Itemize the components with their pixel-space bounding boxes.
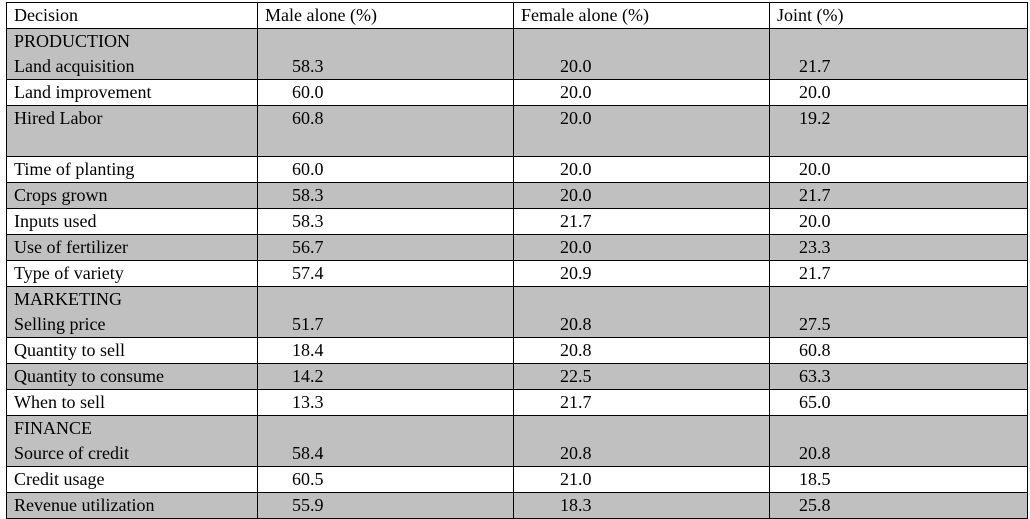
decision-label: Source of credit xyxy=(14,443,129,463)
male-cell: 18.4 xyxy=(257,337,514,364)
decision-cell: When to sell xyxy=(6,389,258,416)
joint-cell: 27.5 xyxy=(769,286,1028,338)
joint-cell: 63.3 xyxy=(769,363,1028,390)
header-male-alone: Male alone (%) xyxy=(257,2,514,29)
female-cell: 21.7 xyxy=(513,389,770,416)
male-cell: 60.0 xyxy=(257,156,514,183)
male-cell: 58.3 xyxy=(257,28,514,80)
decision-cell: Crops grown xyxy=(6,182,258,209)
decision-cell: Quantity to consume xyxy=(6,363,258,390)
joint-cell: 20.0 xyxy=(769,208,1028,235)
joint-cell: 20.0 xyxy=(769,79,1028,106)
female-cell: 20.0 xyxy=(513,156,770,183)
section-title-finance: FINANCE xyxy=(14,418,93,438)
decision-cell: FINANCE Source of credit xyxy=(6,415,258,467)
female-cell: 20.0 xyxy=(513,182,770,209)
joint-cell: 19.2 xyxy=(769,105,1028,157)
male-cell: 58.3 xyxy=(257,182,514,209)
joint-cell: 18.5 xyxy=(769,466,1028,493)
male-cell: 58.3 xyxy=(257,208,514,235)
female-cell: 20.8 xyxy=(513,286,770,338)
female-cell: 20.0 xyxy=(513,79,770,106)
decision-cell: PRODUCTION Land acquisition xyxy=(6,28,258,80)
table-row: When to sell 13.3 21.7 65.0 xyxy=(6,389,1028,416)
table-row: PRODUCTION Land acquisition 58.3 20.0 21… xyxy=(6,28,1028,80)
decision-table: Decision Male alone (%) Female alone (%)… xyxy=(6,2,1028,519)
joint-cell: 21.7 xyxy=(769,28,1028,80)
table-row: Credit usage 60.5 21.0 18.5 xyxy=(6,466,1028,493)
decision-cell: Inputs used xyxy=(6,208,258,235)
joint-cell: 65.0 xyxy=(769,389,1028,416)
female-cell: 20.9 xyxy=(513,260,770,287)
decision-cell: Use of fertilizer xyxy=(6,234,258,261)
joint-cell: 20.0 xyxy=(769,156,1028,183)
decision-cell: Land improvement xyxy=(6,79,258,106)
table-row: Quantity to sell 18.4 20.8 60.8 xyxy=(6,337,1028,364)
table-header-row: Decision Male alone (%) Female alone (%)… xyxy=(6,2,1028,29)
table-row: MARKETING Selling price 51.7 20.8 27.5 xyxy=(6,286,1028,338)
female-cell: 20.0 xyxy=(513,234,770,261)
female-cell: 20.8 xyxy=(513,337,770,364)
table-row: Type of variety 57.4 20.9 21.7 xyxy=(6,260,1028,287)
joint-cell: 20.8 xyxy=(769,415,1028,467)
table-row: Inputs used 58.3 21.7 20.0 xyxy=(6,208,1028,235)
male-cell: 57.4 xyxy=(257,260,514,287)
male-cell: 60.5 xyxy=(257,466,514,493)
male-cell: 60.8 xyxy=(257,105,514,157)
table-row: Use of fertilizer 56.7 20.0 23.3 xyxy=(6,234,1028,261)
decision-cell: Quantity to sell xyxy=(6,337,258,364)
male-cell: 14.2 xyxy=(257,363,514,390)
decision-cell: Type of variety xyxy=(6,260,258,287)
male-cell: 56.7 xyxy=(257,234,514,261)
decision-cell: Credit usage xyxy=(6,466,258,493)
female-cell: 22.5 xyxy=(513,363,770,390)
joint-cell: 60.8 xyxy=(769,337,1028,364)
table-row: Quantity to consume 14.2 22.5 63.3 xyxy=(6,363,1028,390)
decision-cell: Hired Labor xyxy=(6,105,258,157)
joint-cell: 21.7 xyxy=(769,182,1028,209)
table-row: Time of planting 60.0 20.0 20.0 xyxy=(6,156,1028,183)
section-title-production: PRODUCTION xyxy=(14,31,131,51)
female-cell: 21.7 xyxy=(513,208,770,235)
decision-label: Land acquisition xyxy=(14,56,135,76)
table-row: Land improvement 60.0 20.0 20.0 xyxy=(6,79,1028,106)
table-row: Hired Labor 60.8 20.0 19.2 xyxy=(6,105,1028,157)
header-female-alone: Female alone (%) xyxy=(513,2,770,29)
decision-cell: MARKETING Selling price xyxy=(6,286,258,338)
header-joint: Joint (%) xyxy=(769,2,1028,29)
female-cell: 20.0 xyxy=(513,105,770,157)
decision-label: Selling price xyxy=(14,314,106,334)
table-row: FINANCE Source of credit 58.4 20.8 20.8 xyxy=(6,415,1028,467)
decision-cell: Time of planting xyxy=(6,156,258,183)
female-cell: 20.8 xyxy=(513,415,770,467)
male-cell: 58.4 xyxy=(257,415,514,467)
section-title-marketing: MARKETING xyxy=(14,289,122,309)
table-row: Crops grown 58.3 20.0 21.7 xyxy=(6,182,1028,209)
header-decision: Decision xyxy=(6,2,258,29)
male-cell: 60.0 xyxy=(257,79,514,106)
male-cell: 51.7 xyxy=(257,286,514,338)
joint-cell: 21.7 xyxy=(769,260,1028,287)
female-cell: 21.0 xyxy=(513,466,770,493)
male-cell: 13.3 xyxy=(257,389,514,416)
joint-cell: 23.3 xyxy=(769,234,1028,261)
female-cell: 20.0 xyxy=(513,28,770,80)
